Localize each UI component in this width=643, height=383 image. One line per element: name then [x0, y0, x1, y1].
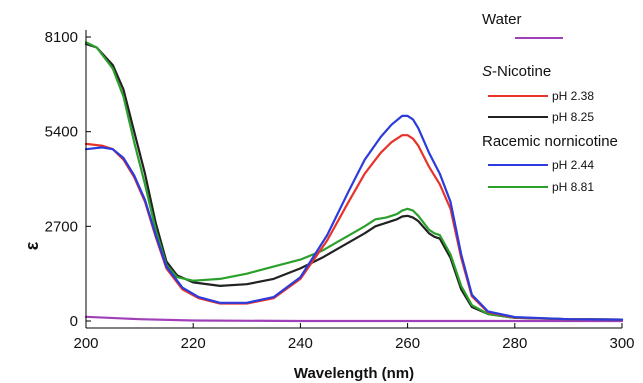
- x-tick-label: 220: [181, 335, 206, 352]
- y-tick-label: 5400: [45, 124, 78, 141]
- x-ticks: 200 220 240 260 280 300: [73, 323, 635, 352]
- series-line-nor244: [84, 114, 624, 321]
- y-tick-label: 8100: [45, 29, 78, 46]
- x-axis-title: Wavelength (nm): [294, 365, 414, 382]
- legend-heading-italic: S: [482, 63, 492, 80]
- legend-heading: Water: [482, 11, 521, 28]
- series-line-nic825: [84, 42, 624, 321]
- series-line-water: [84, 315, 624, 323]
- legend-label: pH 2.38: [552, 89, 594, 103]
- y-tick-label: 0: [70, 313, 78, 330]
- series-line-nor881: [84, 41, 624, 321]
- y-axis-title: ε: [22, 241, 42, 250]
- series-layer: [84, 41, 624, 323]
- legend-heading-rest: -Nicotine: [492, 63, 551, 80]
- legend-label: pH 8.81: [552, 180, 594, 194]
- x-tick-label: 240: [288, 335, 313, 352]
- legend-label: pH 8.25: [552, 110, 594, 124]
- series-line-nic238: [84, 134, 624, 321]
- legend-heading: Racemic nornicotine: [482, 133, 618, 150]
- x-tick-label: 200: [73, 335, 98, 352]
- x-tick-label: 300: [609, 335, 634, 352]
- x-tick-label: 260: [395, 335, 420, 352]
- y-tick-label: 2700: [45, 218, 78, 235]
- legend-label: pH 2.44: [552, 158, 594, 172]
- x-tick-label: 280: [502, 335, 527, 352]
- legend-heading: S-Nicotine: [482, 63, 551, 80]
- y-ticks: 0 2700 5400 8100: [45, 29, 91, 330]
